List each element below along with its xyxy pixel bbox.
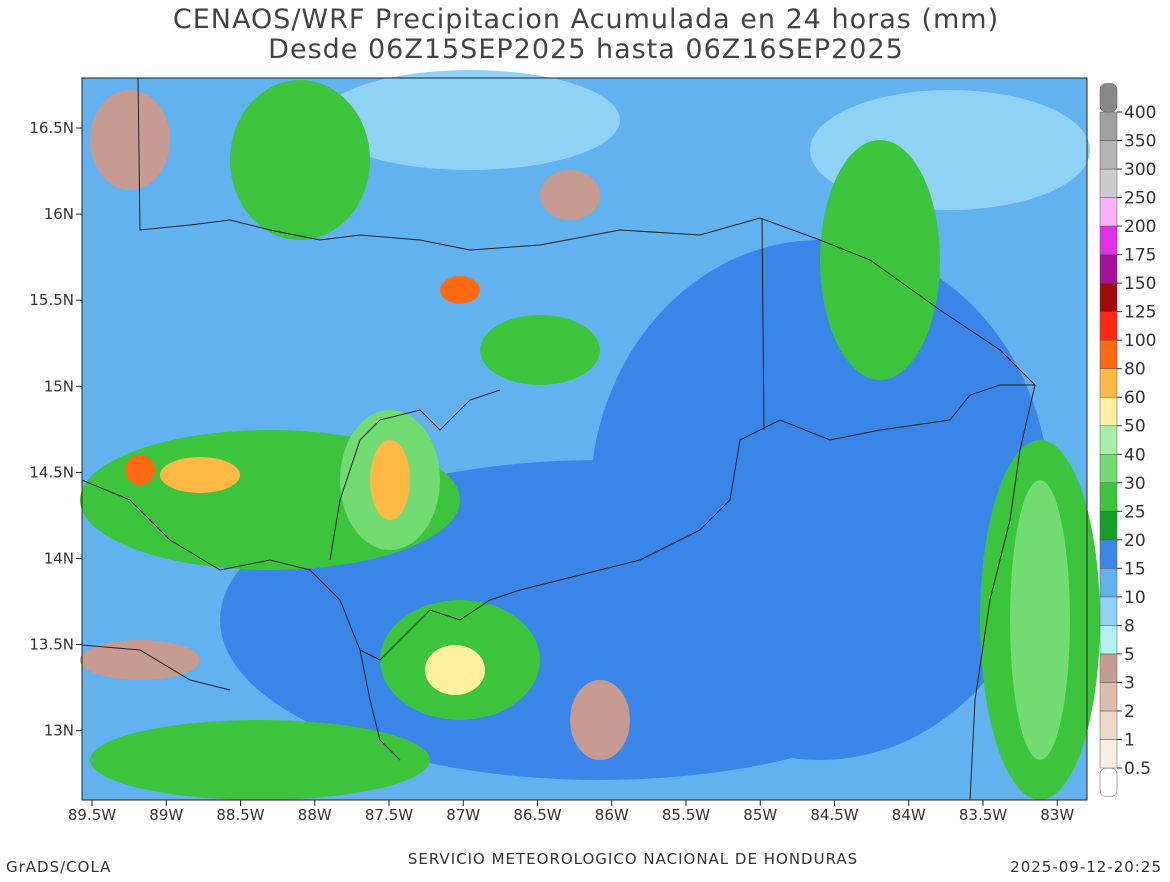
colorbar-box xyxy=(1099,511,1118,541)
colorbar-label: 125 xyxy=(1124,303,1156,323)
colorbar-label: 50 xyxy=(1124,417,1146,437)
colorbar-box xyxy=(1099,282,1118,312)
colorbar-label: 8 xyxy=(1124,616,1135,636)
x-tick-label: 86.5W xyxy=(513,806,561,824)
colorbar-box xyxy=(1099,682,1118,712)
colorbar-box xyxy=(1099,254,1118,284)
colorbar-label: 0.5 xyxy=(1124,759,1151,779)
colorbar-label: 175 xyxy=(1124,246,1156,266)
x-tick-label: 87.5W xyxy=(365,806,413,824)
colorbar-label: 150 xyxy=(1124,274,1156,294)
colorbar-box xyxy=(1099,225,1118,255)
colorbar-box xyxy=(1099,111,1118,141)
colorbar-label: 25 xyxy=(1124,502,1146,522)
colorbar-label: 350 xyxy=(1124,132,1156,152)
colorbar-label: 400 xyxy=(1124,103,1156,123)
colorbar-box xyxy=(1099,339,1118,369)
colorbar-label: 5 xyxy=(1124,645,1135,665)
colorbar-box xyxy=(1099,568,1118,598)
x-tick-label: 87W xyxy=(446,806,480,824)
colorbar-label: 20 xyxy=(1124,531,1146,551)
y-tick-label: 15.5N xyxy=(29,291,74,309)
colorbar-box xyxy=(1099,83,1118,113)
y-tick-label: 13.5N xyxy=(29,636,74,654)
borders xyxy=(81,77,1037,801)
x-tick-label: 85W xyxy=(743,806,777,824)
y-tick-label: 13N xyxy=(44,722,74,740)
colorbar-box xyxy=(1099,140,1118,170)
colorbar-box xyxy=(1099,653,1118,683)
colorbar-label: 250 xyxy=(1124,189,1156,209)
colorbar-box xyxy=(1099,425,1118,455)
map-title: CENAOS/WRF Precipitacion Acumulada en 24… xyxy=(173,4,999,35)
colorbar-box xyxy=(1099,625,1118,655)
x-tick-label: 85.5W xyxy=(662,806,710,824)
colorbar-label: 15 xyxy=(1124,559,1146,579)
y-tick-label: 14N xyxy=(44,550,74,568)
x-tick-label: 86W xyxy=(595,806,629,824)
colorbar-box xyxy=(1099,368,1118,398)
x-tick-label: 83.5W xyxy=(959,806,1007,824)
y-tick-label: 16N xyxy=(44,205,74,223)
colorbar-box xyxy=(1099,482,1118,512)
colorbar-label: 200 xyxy=(1124,217,1156,237)
colorbar-box xyxy=(1099,197,1118,227)
footer-left: GrADS/COLA xyxy=(6,858,111,876)
y-tick-label: 15N xyxy=(44,377,74,395)
colorbar-box xyxy=(1099,539,1118,569)
colorbar-label: 10 xyxy=(1124,588,1146,608)
colorbar-label: 80 xyxy=(1124,360,1146,380)
colorbar-label: 300 xyxy=(1124,160,1156,180)
colorbar-label: 2 xyxy=(1124,702,1135,722)
colorbar-box xyxy=(1099,311,1118,341)
colorbar-box xyxy=(1099,710,1118,740)
x-tick-label: 89W xyxy=(149,806,183,824)
precip-field xyxy=(80,70,1100,800)
x-tick-label: 88.5W xyxy=(216,806,264,824)
x-tick-label: 83W xyxy=(1040,806,1074,824)
x-tick-label: 88W xyxy=(298,806,332,824)
colorbar-label: 3 xyxy=(1124,673,1135,693)
colorbar-label: 40 xyxy=(1124,445,1146,465)
colorbar-label: 60 xyxy=(1124,388,1146,408)
colorbar-box xyxy=(1099,596,1118,626)
y-tick-label: 16.5N xyxy=(29,119,74,137)
colorbar-box xyxy=(1099,767,1118,797)
colorbar-label: 1 xyxy=(1124,730,1135,750)
map-frame xyxy=(81,77,1088,801)
colorbar-label: 100 xyxy=(1124,331,1156,351)
colorbar-box xyxy=(1099,739,1118,769)
footer-right: 2025-09-12-20:25 xyxy=(1010,858,1162,876)
x-tick-label: 89.5W xyxy=(68,806,116,824)
colorbar-box xyxy=(1099,454,1118,484)
footer-center: SERVICIO METEOROLOGICO NACIONAL DE HONDU… xyxy=(408,850,858,868)
x-tick-label: 84W xyxy=(892,806,926,824)
x-tick-label: 84.5W xyxy=(810,806,858,824)
colorbar-label: 30 xyxy=(1124,474,1146,494)
y-tick-label: 14.5N xyxy=(29,463,74,481)
colorbar-box xyxy=(1099,396,1118,426)
map-subtitle: Desde 06Z15SEP2025 hasta 06Z16SEP2025 xyxy=(268,34,904,65)
colorbar-box xyxy=(1099,168,1118,198)
